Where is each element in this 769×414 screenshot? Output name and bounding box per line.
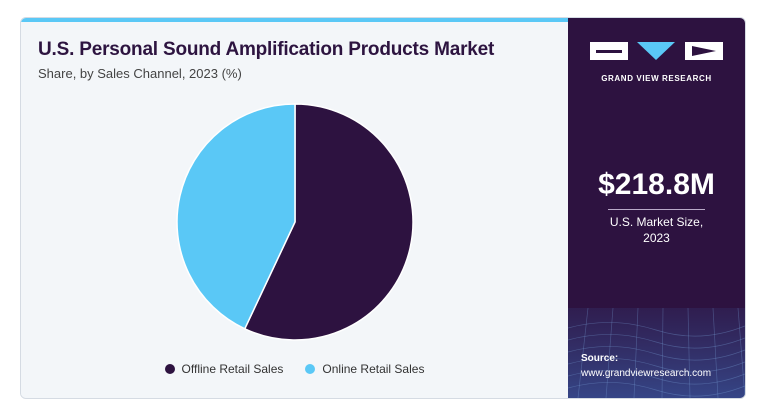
chart-title: U.S. Personal Sound Amplification Produc…: [38, 39, 495, 60]
chart-subtitle: Share, by Sales Channel, 2023 (%): [38, 66, 242, 81]
pie-slice-offline-retail-sales: [243, 103, 414, 341]
chart-panel: U.S. Personal Sound Amplification Produc…: [21, 18, 568, 398]
divider: [608, 209, 705, 210]
legend-label-offline: Offline Retail Sales: [181, 362, 284, 376]
pie-slice-online-retail-sales: [176, 103, 296, 330]
legend-item-offline: Offline Retail Sales: [164, 362, 284, 376]
brand-name: GRAND VIEW RESEARCH: [601, 74, 712, 83]
market-size-label: U.S. Market Size, 2023: [568, 214, 745, 246]
pie-chart: [176, 103, 414, 341]
source-label: Source:: [581, 353, 619, 364]
chart-card: U.S. Personal Sound Amplification Produc…: [20, 17, 746, 399]
legend-swatch-online: [305, 364, 316, 374]
legend-swatch-offline: [164, 364, 175, 374]
grand-view-research-logo: [590, 42, 723, 60]
source-link[interactable]: www.grandviewresearch.com: [581, 368, 712, 379]
market-size-value: $218.8M: [598, 168, 715, 201]
chart-legend: Offline Retail Sales Online Retail Sales: [21, 362, 568, 376]
market-size-label-line1: U.S. Market Size,: [609, 215, 704, 229]
wave-decoration: [568, 308, 745, 398]
legend-item-online: Online Retail Sales: [305, 362, 424, 376]
summary-panel: GRAND VIEW RESEARCH $218.8M U.S. Market …: [568, 18, 745, 398]
market-size-label-line2: 2023: [643, 231, 670, 245]
legend-label-online: Online Retail Sales: [322, 362, 425, 376]
